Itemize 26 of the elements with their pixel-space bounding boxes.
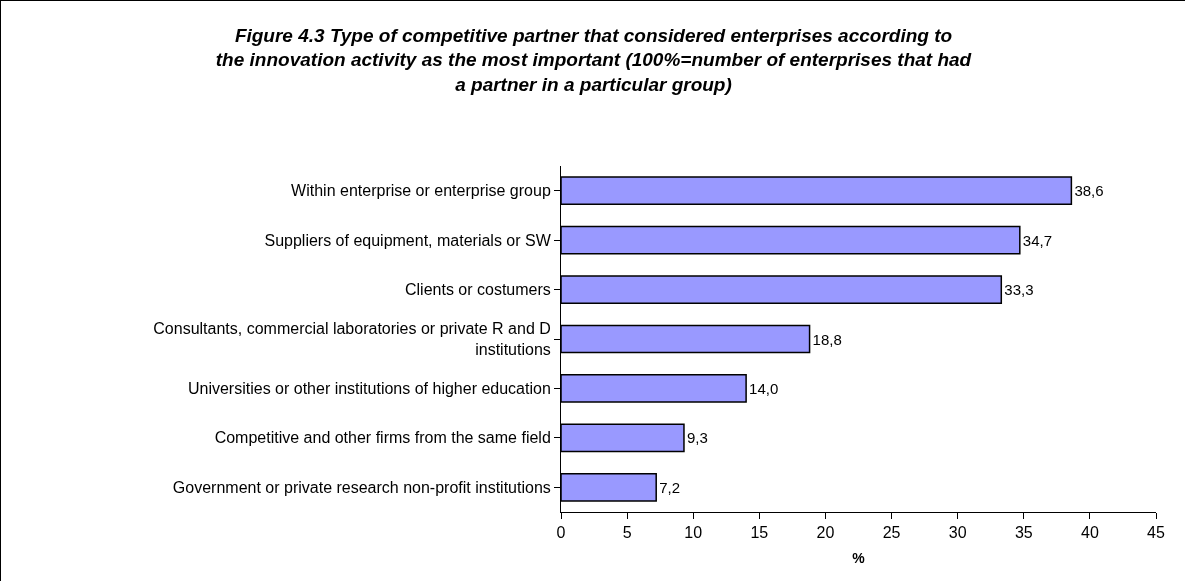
- y-tick-label: Clients or costumers: [404, 281, 551, 299]
- x-axis-title: %: [852, 549, 866, 566]
- data-label: 7,2: [659, 478, 681, 496]
- y-tick-label: Within enterprise or enterprise group: [291, 182, 551, 200]
- y-tick-label: Government or private research non-profit institutions: [172, 478, 551, 496]
- x-tick-label: 10: [684, 524, 703, 542]
- y-tick-label: Consultants, commercial laboratories or private R and D institutions: [153, 320, 551, 358]
- x-tick-label: 20: [816, 524, 835, 542]
- data-label: 18,8: [812, 330, 842, 348]
- data-label: 38,6: [1074, 182, 1104, 200]
- x-tick-label: 45: [1147, 524, 1165, 542]
- data-label: 34,7: [1022, 231, 1053, 249]
- data-label: 33,3: [1004, 281, 1034, 299]
- data-label: 14,0: [749, 379, 779, 397]
- chart-title: Figure 4.3 Type of competitive partner that considered enterprises according to the innovation activity as the most important (100%=number of enterprises that had a partner in a particular group): [215, 24, 972, 96]
- x-tick-label: 30: [948, 524, 967, 542]
- y-tick-label: Competitive and other firms from the same field: [214, 429, 551, 447]
- x-tick-label: 0: [556, 524, 566, 542]
- data-label: 9,3: [686, 429, 708, 447]
- x-tick-label: 25: [882, 524, 901, 542]
- x-tick-label: 40: [1080, 524, 1099, 542]
- x-tick-label: 15: [750, 524, 769, 542]
- y-tick-label: Universities or other institutions of higher education: [187, 380, 551, 398]
- x-tick-label: 35: [1014, 524, 1033, 542]
- x-tick-label: 5: [622, 524, 632, 542]
- y-tick-label: Suppliers of equipment, materials or SW: [264, 231, 552, 249]
